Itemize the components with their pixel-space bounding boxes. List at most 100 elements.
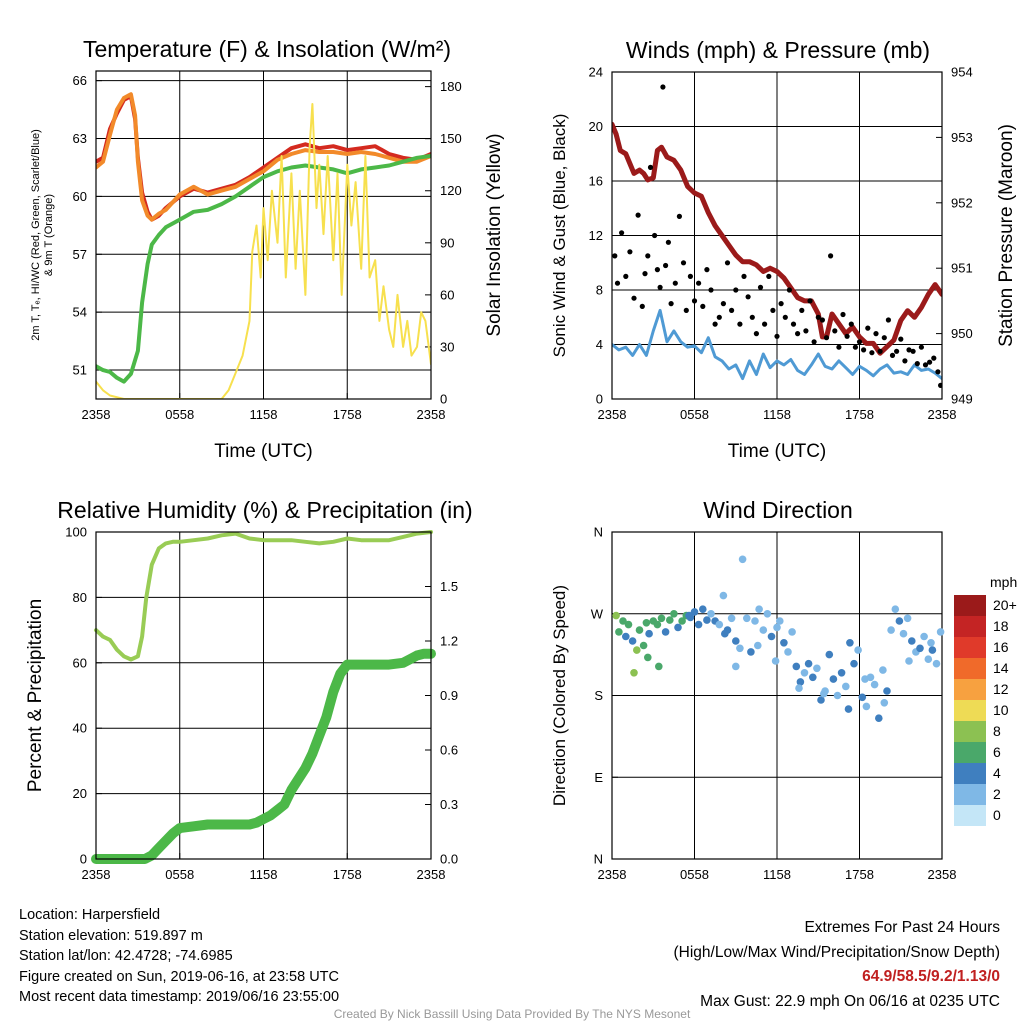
direction-point <box>747 648 755 656</box>
colorbar-label: 6 <box>993 744 1001 760</box>
gust-point <box>918 344 925 350</box>
y2-tick-label: 950 <box>951 326 973 341</box>
gust-point <box>680 260 687 266</box>
direction-point <box>754 641 762 650</box>
gust-point <box>902 358 908 364</box>
y-tick-label: 80 <box>73 590 87 605</box>
gust-point <box>652 232 658 239</box>
direction-point <box>850 659 858 668</box>
gust-point <box>700 303 706 309</box>
y-tick-label: N <box>594 525 603 540</box>
y-axis-label: Direction (Colored By Speed) <box>550 585 569 806</box>
credit-text: Created By Nick Bassill Using Data Provi… <box>333 1007 691 1021</box>
colorbar-swatch <box>954 616 986 637</box>
y-tick-label: 0 <box>596 392 603 407</box>
colorbar-swatch <box>954 700 986 721</box>
gust-point <box>861 347 867 353</box>
y-tick-label: E <box>594 770 603 785</box>
direction-point <box>846 639 854 647</box>
direction-point <box>639 641 648 650</box>
direction-point <box>670 610 678 618</box>
y-tick-label: 8 <box>596 283 603 298</box>
gust-point <box>938 382 942 388</box>
rh-series-line <box>94 530 433 662</box>
y2-tick-label: 120 <box>440 183 462 198</box>
direction-point <box>642 619 651 627</box>
x-tick-label: 1158 <box>763 867 791 882</box>
direction-point <box>751 617 759 625</box>
station-info: Location: Harpersfield Station elevation… <box>19 905 339 1008</box>
gust-point <box>848 321 854 327</box>
wind-chart-title: Winds (mph) & Pressure (mb) <box>626 37 930 63</box>
plot-frame <box>611 531 943 860</box>
x-tick-label: 2358 <box>82 867 111 882</box>
x-tick-label: 1758 <box>845 867 874 882</box>
rh-chart-title: Relative Humidity (%) & Precipitation (i… <box>57 497 472 523</box>
colorbar-label: 18 <box>993 618 1009 634</box>
direction-point <box>932 659 941 668</box>
y-tick-label: 63 <box>73 131 87 146</box>
direction-point <box>721 629 729 638</box>
gust-point <box>828 253 834 259</box>
direction-point <box>619 617 627 625</box>
direction-point <box>800 669 809 677</box>
colorbar-label: 0 <box>993 807 1001 823</box>
y-tick-label: 60 <box>73 189 87 204</box>
y2-tick-label: 952 <box>951 195 973 210</box>
direction-point <box>928 646 937 654</box>
gust-point <box>778 301 784 307</box>
colorbar-swatch <box>954 595 986 616</box>
x-tick-label: 2358 <box>82 407 111 422</box>
direction-point <box>833 691 842 700</box>
colorbar-swatch <box>954 784 986 805</box>
gust-point <box>832 328 838 334</box>
gust-point <box>657 284 663 290</box>
recent-data-text: Most recent data timestamp: 2019/06/16 2… <box>19 989 340 1005</box>
gust-point <box>836 344 842 350</box>
direction-point <box>657 614 666 623</box>
y2-tick-label: 0.9 <box>440 688 458 703</box>
direction-point <box>788 628 796 636</box>
humidity-precipitation-panel: 2358 0558 1158 1758 23580204060801000.00.30.… <box>25 497 473 882</box>
gust-point <box>898 336 904 342</box>
x-tick-label: 2358 <box>417 407 446 422</box>
y2-tick-label: 949 <box>951 392 973 407</box>
direction-point <box>875 714 883 722</box>
y-tick-label: 20 <box>73 786 87 801</box>
direction-point <box>842 682 850 691</box>
direction-point <box>759 626 768 634</box>
gust-point <box>894 348 900 354</box>
direction-point <box>813 664 821 673</box>
direction-point <box>861 675 869 683</box>
gust-point <box>935 369 941 375</box>
gust-point <box>712 321 718 327</box>
direction-point <box>615 628 623 636</box>
x-tick-label: 1158 <box>250 407 278 422</box>
direction-point <box>854 646 862 654</box>
gust-point <box>729 307 735 313</box>
colorbar-label: 8 <box>993 723 1001 739</box>
direction-point <box>732 662 740 671</box>
gust-point <box>720 301 727 307</box>
extremes-info: Extremes For Past 24 Hours (High/Low/Max… <box>674 916 1001 1014</box>
gust-point <box>672 280 678 286</box>
direction-point <box>685 611 693 620</box>
colorbar-label: 16 <box>993 639 1009 655</box>
gust-point <box>696 280 702 286</box>
direction-point <box>633 646 641 654</box>
colorbar-label: 14 <box>993 660 1009 676</box>
direction-point <box>699 605 707 613</box>
gust-point <box>877 348 883 354</box>
direction-point <box>858 693 867 702</box>
wind-series-group <box>612 84 942 388</box>
gust-point <box>612 253 618 259</box>
y-tick-label: 20 <box>589 119 603 134</box>
direction-point <box>784 648 792 656</box>
gust-point <box>733 287 739 293</box>
gust-point <box>873 331 879 337</box>
direction-point <box>612 611 620 620</box>
colorbar-label: 2 <box>993 786 1001 802</box>
direction-point <box>655 662 663 671</box>
gust-point <box>795 331 801 337</box>
